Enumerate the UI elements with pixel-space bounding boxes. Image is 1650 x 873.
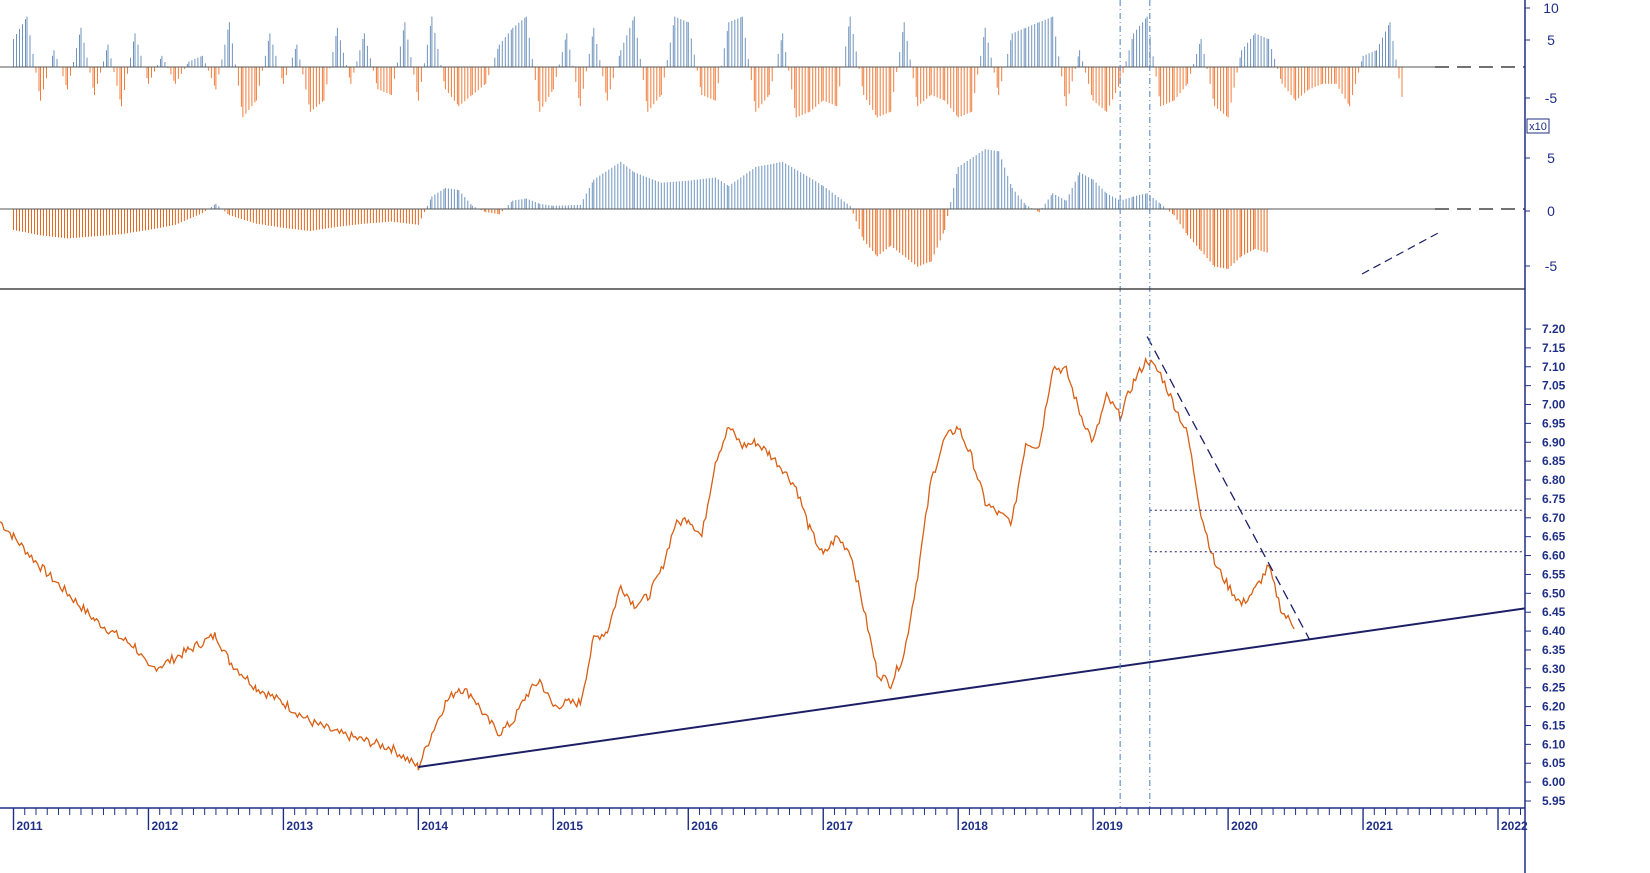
annotation-layer [418, 0, 1526, 808]
mid-y-tick-label: 0 [1547, 203, 1555, 219]
mid-y-tick-label: 5 [1547, 150, 1555, 166]
price-series-line [0, 356, 1295, 771]
price-y-tick-label: 7.20 [1542, 322, 1566, 336]
price-panel [0, 356, 1295, 771]
x-tick-label: 2019 [1096, 819, 1123, 833]
price-y-tick-label: 6.90 [1542, 435, 1566, 449]
price-y-tick-label: 6.50 [1542, 586, 1566, 600]
price-y-tick-label: 6.70 [1542, 511, 1566, 525]
price-y-tick-label: 6.45 [1542, 605, 1566, 619]
price-y-tick-label: 6.15 [1542, 718, 1566, 732]
x-tick-label: 2011 [16, 819, 42, 833]
x-tick-label: 2022 [1501, 819, 1528, 833]
price-y-tick-label: 6.25 [1542, 681, 1566, 695]
axes-layer: 10 5 -5 5 0 -5 x10 7.20 7.15 7.10 7.05 7.00 6.95 6.90… [0, 0, 1566, 873]
price-y-tick-label: 6.20 [1542, 700, 1566, 714]
price-y-tick-label: 7.10 [1542, 360, 1566, 374]
price-y-tick-label: 6.80 [1542, 473, 1566, 487]
price-y-tick-label: 6.65 [1542, 530, 1566, 544]
scale-label: x10 [1529, 121, 1547, 133]
price-y-tick-label: 6.35 [1542, 643, 1566, 657]
middle-oscillator-panel [0, 149, 1525, 269]
x-tick-label: 2016 [691, 819, 718, 833]
top-y-tick-label: 5 [1547, 32, 1555, 48]
price-y-tick-label: 6.00 [1542, 775, 1566, 789]
x-tick-label: 2018 [961, 819, 988, 833]
support-trend-line [418, 607, 1526, 769]
price-y-tick-label: 6.75 [1542, 492, 1566, 506]
price-y-tick-label: 6.55 [1542, 567, 1566, 581]
price-y-tick-label: 6.95 [1542, 416, 1566, 430]
price-y-tick-label: 6.30 [1542, 662, 1566, 676]
price-y-tick-label: 6.60 [1542, 549, 1566, 563]
top-oscillator-panel [0, 16, 1525, 118]
x-tick-label: 2014 [421, 819, 448, 833]
x-tick-label: 2020 [1231, 819, 1258, 833]
price-y-tick-label: 6.40 [1542, 624, 1566, 638]
price-y-tick-label: 6.05 [1542, 756, 1566, 770]
x-tick-label: 2015 [556, 819, 583, 833]
top-y-tick-label: -5 [1545, 90, 1558, 106]
top-y-tick-label: 10 [1543, 0, 1559, 16]
downtrend-line [1146, 336, 1310, 639]
x-tick-label: 2013 [286, 819, 313, 833]
mid-y-tick-label: -5 [1545, 258, 1558, 274]
price-y-tick-label: 6.85 [1542, 454, 1566, 468]
oscillator-trend-line [1361, 231, 1441, 275]
price-y-tick-label: 7.05 [1542, 379, 1566, 393]
price-y-tick-label: 5.95 [1542, 794, 1566, 808]
x-tick-label: 2012 [151, 819, 178, 833]
price-y-tick-label: 6.10 [1542, 737, 1566, 751]
scale-label-box [1526, 118, 1550, 134]
price-y-tick-label: 7.15 [1542, 341, 1566, 355]
x-tick-label: 2017 [826, 819, 853, 833]
price-y-tick-label: 7.00 [1542, 398, 1566, 412]
x-tick-label: 2021 [1366, 819, 1393, 833]
